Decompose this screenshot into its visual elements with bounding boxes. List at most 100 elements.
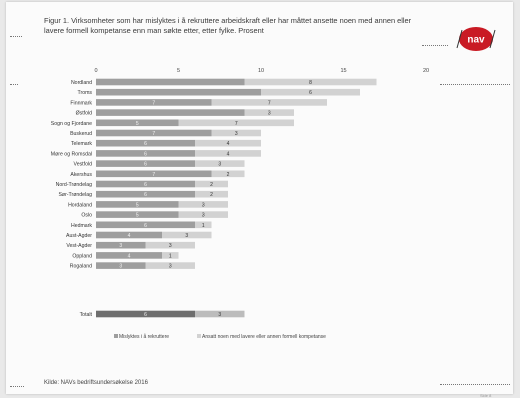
bar-mislyktes-15 (96, 231, 162, 239)
bar-ansatt-2 (211, 99, 327, 106)
category-label-8: Vestfold (74, 162, 93, 168)
dotted-rule-right-bottom (440, 384, 510, 385)
bar-mislyktes-5 (96, 129, 212, 137)
x-tick-label-0: 0 (94, 68, 97, 74)
bar-mislyktes-6 (96, 139, 195, 147)
chart-title: Figur 1. Virksomheter som har mislyktes … (44, 16, 412, 35)
category-label-3: Østfold (76, 111, 93, 117)
data-label-ansatt-13: 3 (202, 213, 205, 219)
bar-mislyktes-13 (96, 211, 179, 218)
nav-logo-icon: nav (456, 27, 496, 51)
data-label-ansatt-12: 3 (202, 202, 205, 208)
slide: Figur 1. Virksomheter som har mislyktes … (6, 2, 513, 398)
bar-mislyktes-3 (96, 109, 245, 116)
bar-ansatt-10 (195, 180, 228, 188)
data-label-mislyktes-17: 4 (128, 253, 131, 259)
data-label-mislyktes-11: 6 (144, 192, 147, 198)
x-tick-label-3: 15 (340, 68, 346, 74)
category-label-19: Totalt (80, 312, 93, 318)
data-label-mislyktes-5: 7 (152, 131, 155, 137)
data-label-mislyktes-10: 6 (144, 182, 147, 188)
legend-swatch-mislyktes (114, 334, 118, 338)
dotted-rule-left-top (10, 36, 22, 37)
category-label-15: Aust-Agder (66, 233, 92, 239)
data-label-ansatt-0: 8 (309, 80, 312, 86)
bar-mislyktes-1 (96, 88, 261, 96)
bar-ansatt-14 (195, 221, 212, 229)
legend-label-ansatt: Ansatt noen med lavere eller annen forme… (202, 334, 326, 340)
data-label-ansatt-11: 2 (210, 192, 213, 198)
category-label-5: Buskerud (70, 131, 92, 137)
bar-mislyktes-8 (96, 160, 195, 167)
bar-mislyktes-12 (96, 201, 179, 208)
data-label-ansatt-2: 7 (268, 100, 271, 106)
category-label-4: Sogn og Fjordane (51, 121, 92, 127)
bar-ansatt-13 (178, 211, 228, 218)
category-label-12: Hordaland (68, 202, 92, 208)
data-label-mislyktes-14: 6 (144, 223, 147, 229)
bar-ansatt-12 (178, 201, 228, 208)
bar-ansatt-11 (195, 190, 228, 198)
bar-mislyktes-19 (96, 310, 195, 318)
category-label-2: Finnmark (70, 100, 92, 106)
bar-mislyktes-18 (96, 262, 146, 269)
category-label-11: Sør-Trøndelag (58, 192, 92, 198)
bar-ansatt-4 (178, 119, 294, 127)
bar-ansatt-17 (162, 252, 179, 259)
bar-mislyktes-17 (96, 252, 162, 259)
dotted-rule-right-top (422, 45, 448, 46)
bar-ansatt-9 (211, 170, 245, 178)
category-label-6: Telemark (71, 141, 92, 147)
data-label-ansatt-9: 2 (227, 172, 230, 178)
bar-mislyktes-16 (96, 241, 146, 249)
bar-mislyktes-9 (96, 170, 212, 178)
category-label-0: Nordland (71, 80, 92, 86)
data-label-mislyktes-13: 5 (136, 213, 139, 219)
legend-swatch-ansatt (197, 334, 201, 338)
dotted-rule-left-upper (10, 84, 18, 85)
page-number: Side 8 (480, 393, 492, 398)
data-label-ansatt-16: 3 (169, 243, 172, 249)
data-label-mislyktes-2: 7 (152, 100, 155, 106)
data-label-mislyktes-16: 3 (119, 243, 122, 249)
bar-ansatt-6 (195, 139, 261, 147)
data-label-mislyktes-15: 4 (128, 233, 131, 239)
bar-mislyktes-14 (96, 221, 195, 229)
dotted-rule-right-upper (440, 84, 510, 85)
bar-ansatt-5 (211, 129, 261, 137)
bar-ansatt-0 (244, 78, 377, 86)
logo-text: nav (467, 35, 485, 46)
bar-ansatt-3 (244, 109, 294, 116)
bar-ansatt-7 (195, 150, 261, 157)
bar-ansatt-8 (195, 160, 245, 167)
category-label-9: Akershus (70, 172, 92, 178)
data-label-mislyktes-9: 7 (152, 172, 155, 178)
category-label-13: Oslo (81, 213, 92, 219)
data-label-mislyktes-12: 5 (136, 202, 139, 208)
category-label-1: Troms (77, 90, 92, 96)
bar-ansatt-18 (145, 262, 195, 269)
data-label-ansatt-10: 2 (210, 182, 213, 188)
bar-mislyktes-2 (96, 99, 212, 106)
source-note: Kilde: NAVs bedriftsundersøkelse 2016 (44, 380, 148, 386)
data-label-ansatt-4: 7 (235, 121, 238, 127)
category-label-7: Møre og Romsdal (51, 151, 92, 157)
bar-mislyktes-10 (96, 180, 195, 188)
bar-ansatt-15 (162, 231, 212, 239)
bar-mislyktes-11 (96, 190, 195, 198)
x-tick-label-1: 5 (177, 68, 180, 74)
data-label-ansatt-3: 3 (268, 111, 271, 117)
data-label-ansatt-7: 4 (227, 151, 230, 157)
bar-ansatt-16 (145, 241, 195, 249)
category-label-16: Vest-Agder (66, 243, 92, 249)
data-label-ansatt-5: 3 (235, 131, 238, 137)
category-label-18: Rogaland (70, 264, 92, 270)
bar-ansatt-19 (195, 310, 245, 318)
data-label-ansatt-19: 3 (218, 312, 221, 318)
data-label-mislyktes-19: 6 (144, 312, 147, 318)
category-label-14: Hedmark (71, 223, 92, 229)
category-label-17: Oppland (72, 253, 92, 259)
data-label-mislyktes-4: 5 (136, 121, 139, 127)
data-label-ansatt-6: 4 (227, 141, 230, 147)
